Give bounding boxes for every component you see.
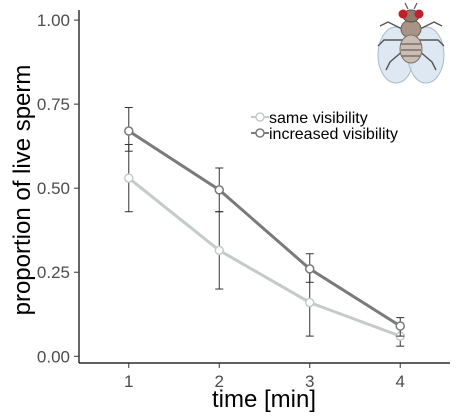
series-line: [127, 176, 401, 338]
y-axis-title: proportion of live sperm: [9, 65, 36, 316]
y-ticks: 0.00 0.25 0.50 0.75 1.00: [37, 11, 79, 366]
legend-item-same-visibility: same visibility: [251, 110, 368, 127]
data-point: [124, 126, 134, 136]
legend: same visibility increased visibility: [251, 110, 398, 143]
legend-label-same-visibility: same visibility: [269, 110, 368, 127]
legend-swatch-marker-same: [255, 112, 265, 122]
legend-label-increased-visibility: increased visibility: [269, 126, 398, 143]
x-ticks: 1 2 3 4: [124, 363, 405, 391]
data-point: [214, 245, 225, 256]
data-point: [395, 321, 405, 331]
y-tick-label: 0.00: [37, 347, 70, 366]
x-tick-label: 2: [215, 372, 224, 391]
y-tick-label: 0.25: [37, 263, 70, 282]
legend-item-increased-visibility: increased visibility: [251, 126, 398, 143]
x-tick-label: 3: [305, 372, 314, 391]
data-point: [214, 185, 225, 195]
x-tick-label: 1: [124, 372, 133, 391]
series-line: [127, 129, 402, 328]
series-same-visibility: [124, 143, 405, 347]
x-axis-title: time [min]: [212, 386, 316, 413]
series-increased-visibility: [124, 106, 405, 337]
data-point: [304, 264, 315, 274]
y-tick-label: 1.00: [37, 11, 70, 30]
data-point: [304, 297, 315, 308]
x-tick-label: 4: [395, 372, 404, 391]
series-layer: [124, 106, 405, 347]
fruit-fly-icon: [377, 2, 445, 84]
legend-swatch-marker-increased: [255, 128, 265, 138]
y-tick-label: 0.50: [37, 179, 70, 198]
data-point: [124, 173, 134, 183]
y-tick-label: 0.75: [37, 95, 70, 114]
